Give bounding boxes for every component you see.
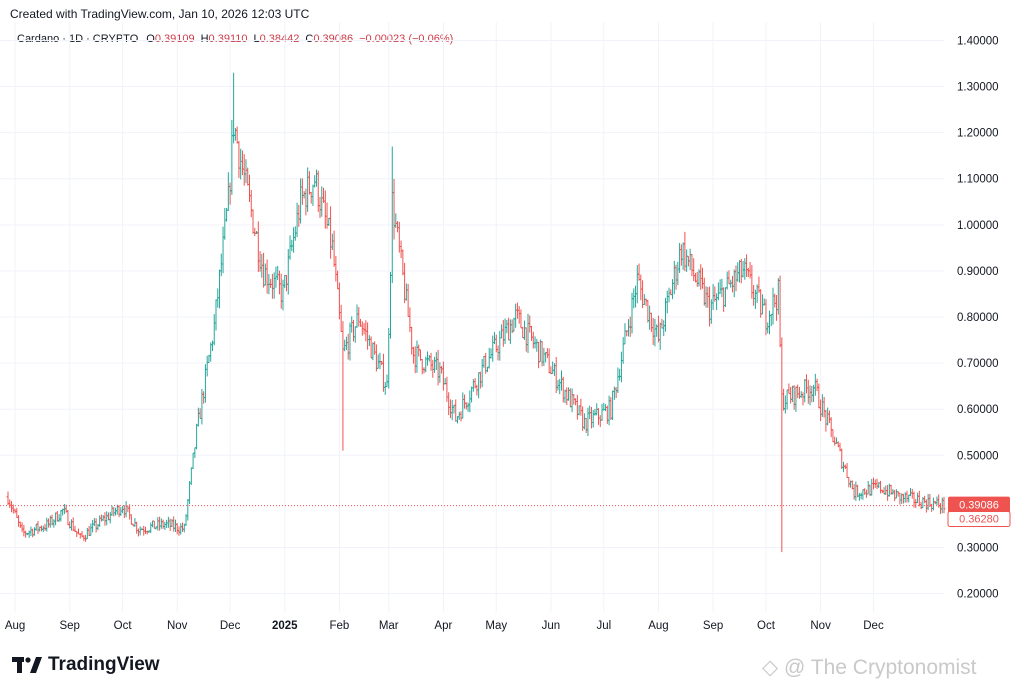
x-tick-label: Feb [329,620,349,632]
low-value: 0.38442 [259,33,300,45]
x-tick-label: Sep [703,620,723,632]
symbol-label[interactable]: Cardano · 1D · CRYPTO [17,33,139,45]
y-tick-label: 0.90000 [957,266,999,278]
watermark-diamond-icon: ◇ [762,656,779,679]
x-tick-label: Jun [542,620,561,632]
x-tick-label: Dec [220,620,241,632]
watermark-text: @ The Cryptonomist [784,656,977,679]
low-label: L [253,33,260,45]
y-tick-label: 1.40000 [957,35,999,47]
secondary-price-tag-value: 0.36280 [959,514,999,526]
x-tick-label: Apr [434,620,452,632]
close-label: C [305,33,314,45]
x-tick-label: Nov [810,620,831,632]
brand-name: TradingView [48,654,160,675]
change-value: −0.00023 (−0.06%) [359,33,454,45]
y-tick-label: 1.20000 [957,128,999,140]
y-tick-label: 0.50000 [957,450,999,462]
y-tick-label: 1.10000 [957,174,999,186]
y-tick-label: 0.80000 [957,312,999,324]
tradingview-brand[interactable]: TradingView [12,654,160,676]
open-label: O [146,33,155,45]
y-tick-label: 0.30000 [957,542,999,554]
tradingview-logo-icon [12,657,42,673]
high-value: 0.39110 [208,33,248,45]
x-tick-label: Mar [379,620,399,632]
high-label: H [200,33,209,45]
close-value: 0.39086 [313,33,354,45]
y-tick-label: 1.00000 [957,220,999,232]
x-tick-label: Dec [863,620,884,632]
x-tick-label: Aug [5,620,25,632]
x-tick-label: Jul [596,620,611,632]
open-value: 0.39109 [154,33,195,45]
y-tick-label: 0.60000 [957,404,999,416]
last-price-tag-value: 0.39086 [959,500,999,512]
x-tick-label: Aug [648,620,668,632]
x-tick-label: 2025 [272,620,298,632]
secondary-price-tag [947,511,1011,528]
y-tick-label: 1.30000 [957,82,999,94]
y-tick-label: 0.70000 [957,358,999,370]
y-tick-label: 0.20000 [957,589,999,601]
x-tick-label: Oct [757,620,776,632]
x-tick-label: Oct [114,620,133,632]
x-tick-label: Sep [59,620,79,632]
x-tick-label: Nov [167,620,188,632]
ohlc-legend: Cardano · 1D · CRYPTO O 0.39109 H 0.3911… [17,33,459,45]
watermark: ◇ @ The Cryptonomist [762,655,977,680]
x-tick-label: May [485,620,507,632]
created-caption: Created with TradingView.com, Jan 10, 20… [10,7,310,21]
